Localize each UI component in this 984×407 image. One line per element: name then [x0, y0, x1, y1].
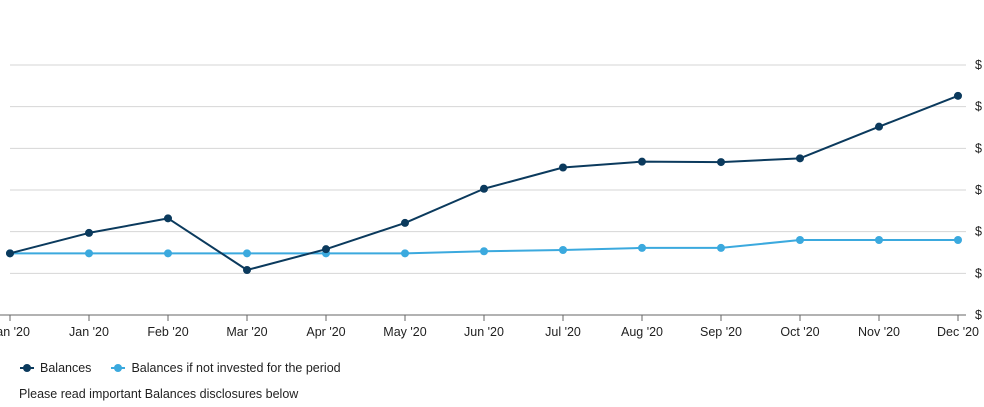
y-tick-label: $: [975, 100, 982, 114]
x-tick-label: Jan '20: [0, 325, 30, 339]
x-tick-label: Aug '20: [621, 325, 663, 339]
x-tick-label: May '20: [383, 325, 426, 339]
legend-item-balances[interactable]: Balances: [20, 361, 91, 375]
data-point-series-1[interactable]: [559, 246, 567, 254]
grid-lines: [10, 64, 966, 274]
data-point-series-1[interactable]: [954, 236, 962, 244]
y-tick-label: $: [975, 308, 982, 322]
y-tick-label: $: [975, 266, 982, 280]
x-tick-label: Feb '20: [147, 325, 188, 339]
x-tick-label: Jan '20: [69, 325, 109, 339]
data-point-series-1[interactable]: [638, 243, 646, 252]
chart-legend: Balances Balances if not invested for th…: [20, 361, 361, 375]
data-point-series-1[interactable]: [480, 247, 488, 256]
legend-item-not-invested[interactable]: Balances if not invested for the period: [111, 361, 341, 375]
y-tick-label: $: [975, 141, 982, 155]
data-point-series-0[interactable]: [243, 266, 251, 274]
legend-swatch-balances: [20, 362, 34, 374]
data-point-series-1[interactable]: [717, 243, 725, 252]
data-point-series-1[interactable]: [401, 249, 409, 258]
y-tick-labels: $ $ $ $ $ $ $: [975, 58, 982, 322]
x-tick-label: Jul '20: [545, 325, 581, 339]
data-point-series-0[interactable]: [322, 245, 330, 254]
series-lines: [6, 91, 962, 274]
data-point-series-1[interactable]: [243, 249, 251, 258]
data-point-series-1[interactable]: [796, 236, 804, 244]
x-tick-label: Sep '20: [700, 325, 742, 339]
x-tick-label: Oct '20: [780, 325, 819, 339]
x-tick-label: Jun '20: [464, 325, 504, 339]
data-point-series-1[interactable]: [85, 249, 93, 258]
x-axis: Jan '20 Jan '20 Feb '20 Mar '20 Apr '20 May '…: [0, 314, 979, 339]
y-tick-label: $: [975, 58, 982, 72]
legend-label-not-invested: Balances if not invested for the period: [131, 361, 341, 375]
data-point-series-0[interactable]: [954, 91, 962, 100]
data-point-series-0[interactable]: [480, 184, 488, 193]
data-point-series-0[interactable]: [875, 122, 883, 131]
legend-swatch-not-invested: [111, 362, 126, 374]
data-point-series-0[interactable]: [717, 158, 725, 167]
y-tick-label: $: [975, 183, 982, 197]
data-point-series-0[interactable]: [796, 154, 804, 163]
x-tick-label: Nov '20: [858, 325, 900, 339]
data-point-series-1[interactable]: [164, 249, 172, 258]
data-point-series-0[interactable]: [638, 157, 646, 166]
data-point-series-0[interactable]: [559, 163, 567, 172]
data-point-series-1[interactable]: [875, 236, 883, 244]
x-tick-label: Apr '20: [306, 325, 345, 339]
x-tick-label: Dec '20: [937, 325, 979, 339]
disclosure-text: Please read important Balances disclosur…: [19, 387, 299, 401]
y-tick-label: $: [975, 225, 982, 239]
legend-label-balances: Balances: [40, 361, 92, 375]
series-line-0: [9, 94, 959, 271]
data-point-series-0[interactable]: [401, 218, 409, 227]
x-tick-label: Mar '20: [226, 325, 267, 339]
data-point-series-0[interactable]: [164, 214, 172, 223]
data-point-series-0[interactable]: [85, 228, 93, 237]
data-point-series-0[interactable]: [6, 249, 14, 258]
